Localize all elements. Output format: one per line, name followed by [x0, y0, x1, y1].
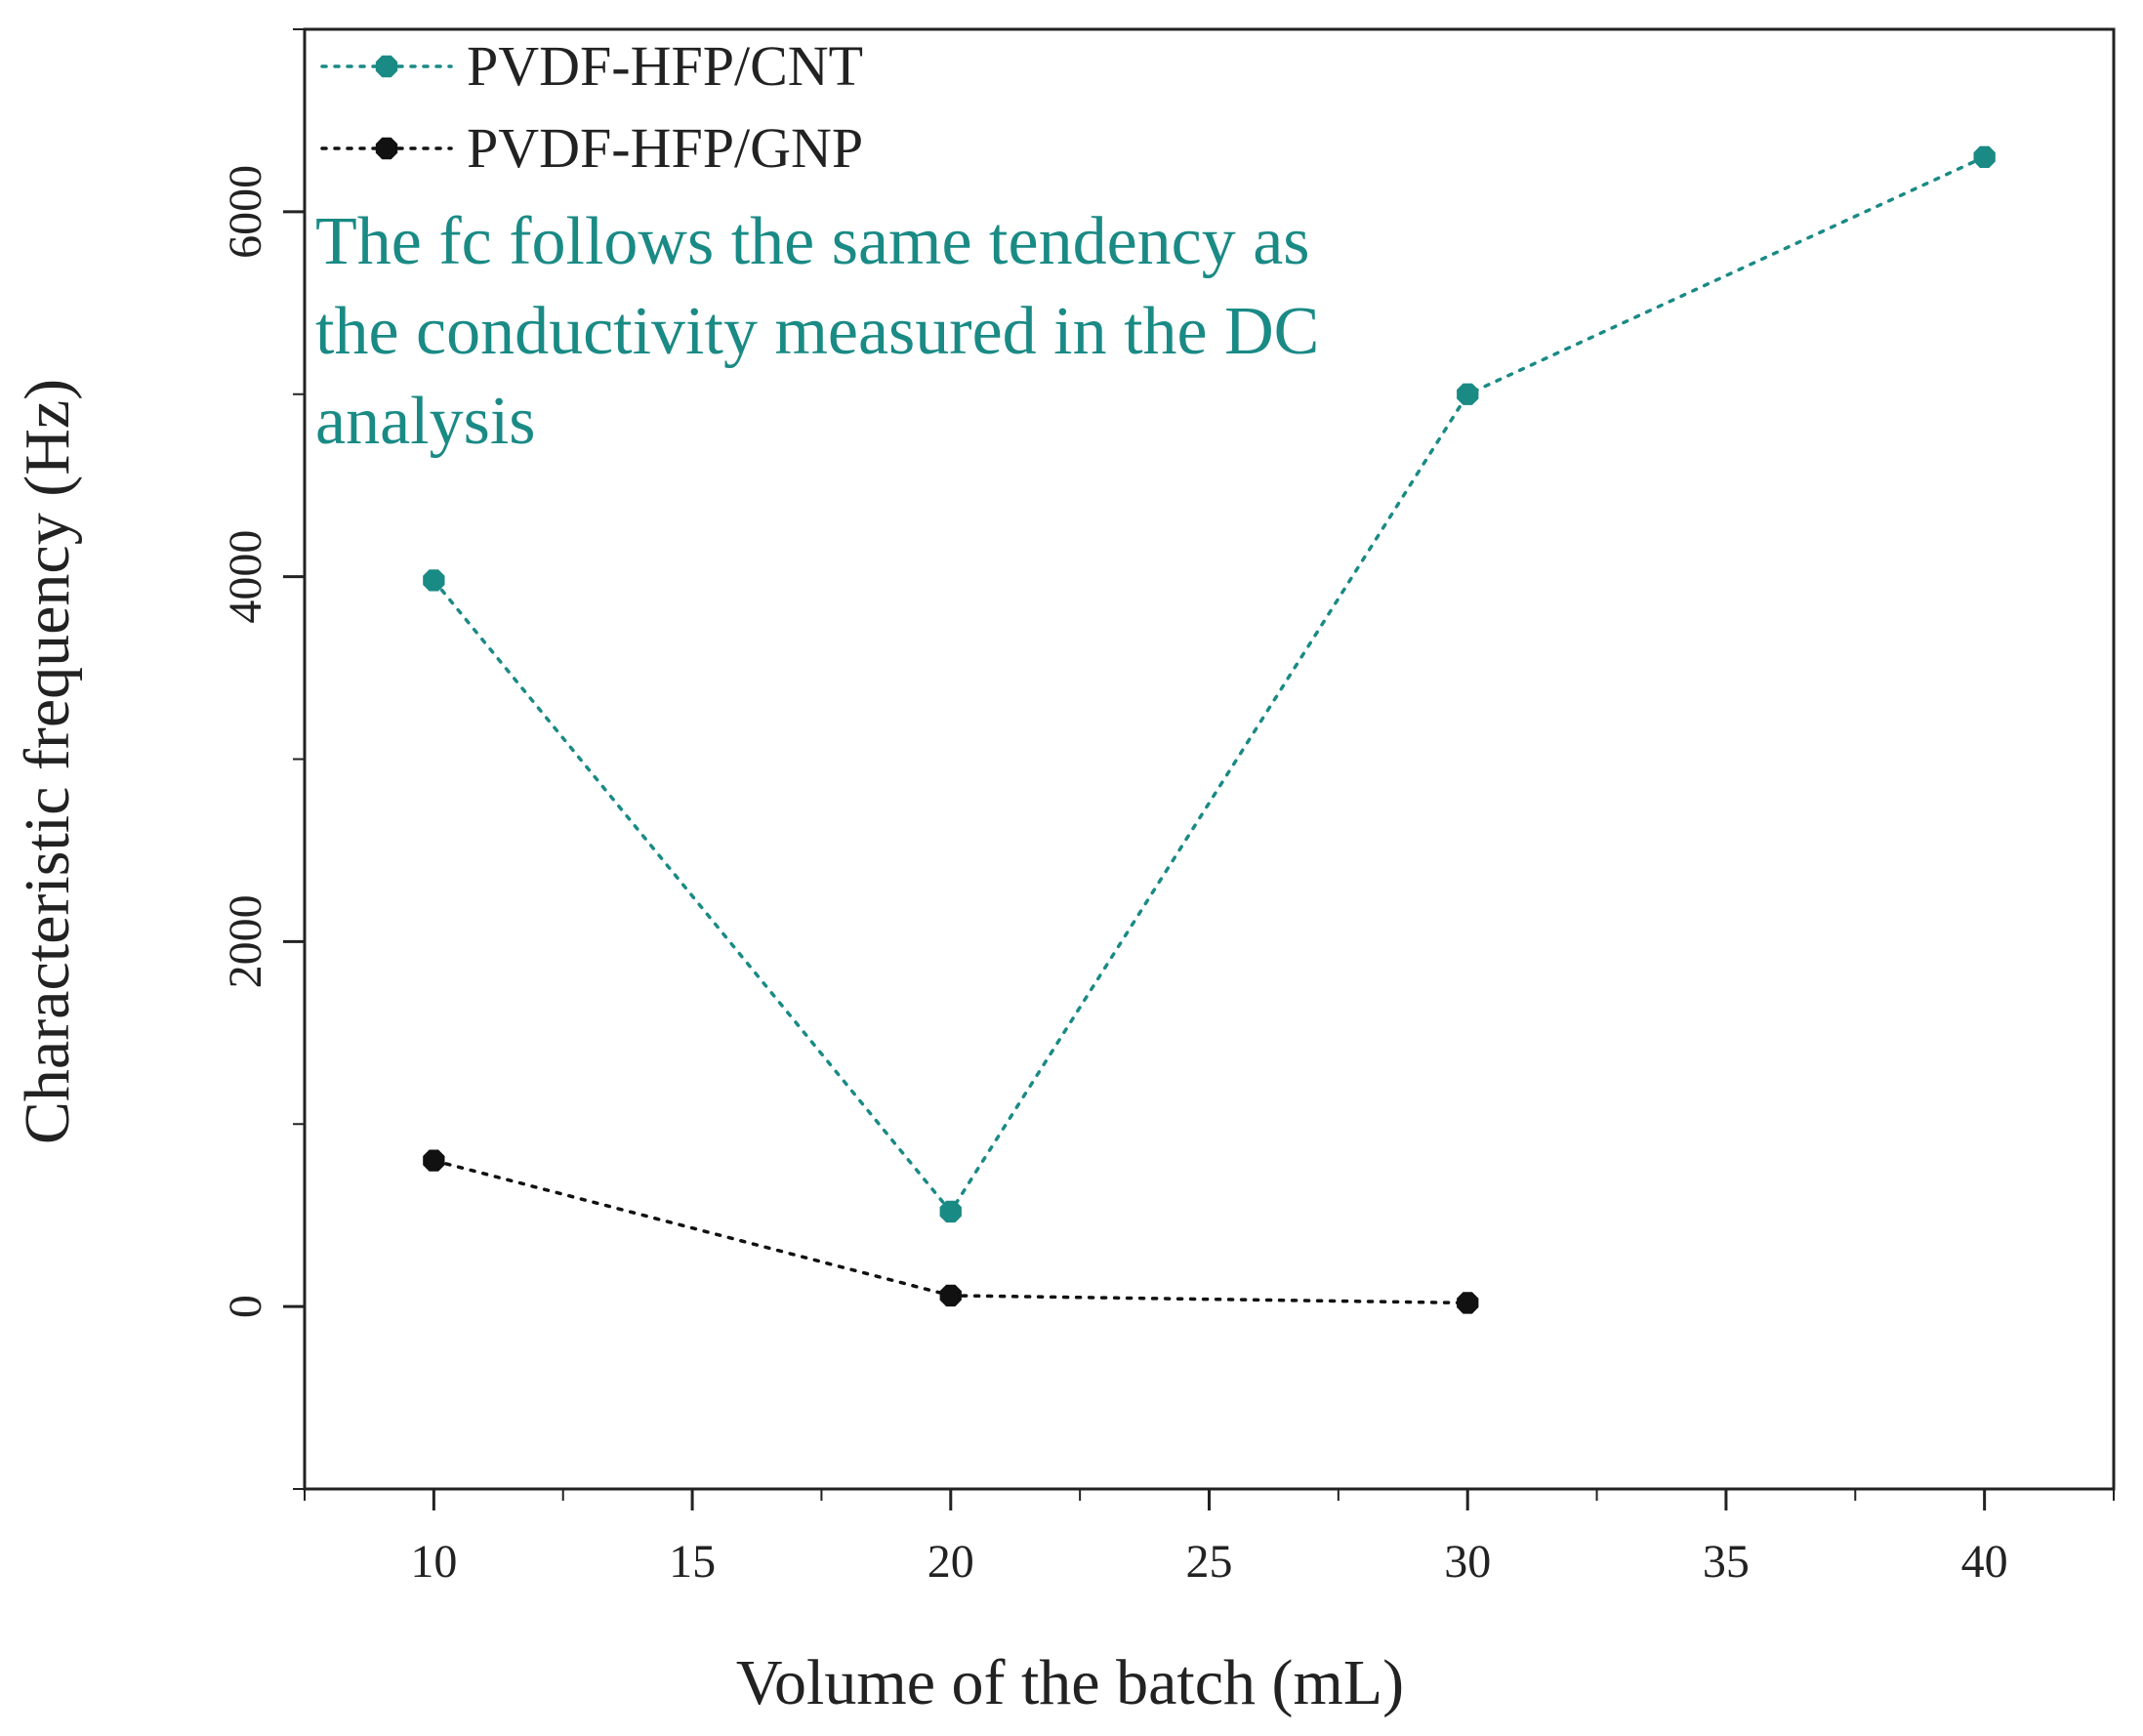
annotation-line: The fc follows the same tendency as — [315, 204, 1310, 279]
y-tick-label: 0 — [220, 1295, 271, 1318]
x-tick-label: 15 — [669, 1536, 716, 1588]
annotation-line: the conductivity measured in the DC — [315, 294, 1319, 369]
data-point — [1973, 145, 1996, 168]
x-tick-label: 10 — [410, 1536, 457, 1588]
x-tick-label: 20 — [927, 1536, 974, 1588]
x-tick-label: 25 — [1186, 1536, 1233, 1588]
y-tick-label: 2000 — [220, 894, 271, 988]
data-point — [939, 1200, 962, 1223]
legend-label: PVDF-HFP/GNP — [467, 116, 863, 180]
x-tick-label: 30 — [1444, 1536, 1491, 1588]
annotation-line: analysis — [315, 384, 536, 459]
data-point — [1457, 383, 1479, 405]
data-point — [939, 1284, 962, 1307]
y-axis-title: Characteristic frequency (Hz) — [12, 379, 83, 1144]
y-tick-label: 4000 — [220, 530, 271, 624]
x-axis-title: Volume of the batch (mL) — [736, 1647, 1404, 1718]
legend-label: PVDF-HFP/CNT — [467, 34, 863, 98]
y-tick-label: 6000 — [220, 165, 271, 259]
legend-marker — [375, 55, 398, 78]
data-point — [423, 569, 445, 592]
x-tick-label: 40 — [1961, 1536, 2008, 1588]
legend-marker — [375, 137, 398, 160]
data-point — [1457, 1292, 1479, 1314]
data-point — [423, 1149, 445, 1172]
x-tick-label: 35 — [1703, 1536, 1750, 1588]
series-line-1 — [432, 155, 1987, 1215]
